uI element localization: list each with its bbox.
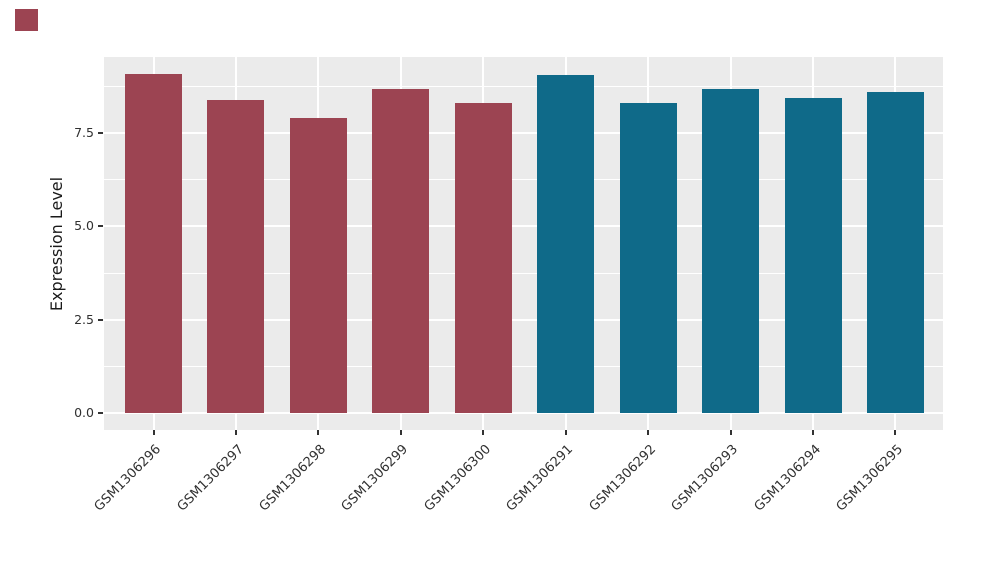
- y-tick-label: 2.5: [74, 311, 94, 327]
- y-tick-label: 7.5: [74, 124, 94, 140]
- x-tick-label: GSM1306294: [751, 442, 824, 515]
- y-tick-mark: [98, 412, 103, 414]
- x-tick-mark: [399, 430, 402, 435]
- x-tick-mark: [812, 430, 815, 435]
- y-tick-mark: [98, 318, 103, 321]
- major-gridline: [104, 412, 943, 414]
- bar-GSM1306299: [372, 89, 430, 413]
- y-tick-label: 0.0: [74, 405, 94, 420]
- bar-GSM1306292: [619, 102, 677, 413]
- x-tick-label: GSM1306291: [503, 442, 577, 515]
- bar-GSM1306300: [454, 102, 512, 413]
- major-gridline: [104, 318, 943, 321]
- bar-GSM1306295: [866, 92, 924, 413]
- minor-gridline: [104, 179, 943, 181]
- x-tick-label: GSM1306293: [668, 442, 742, 515]
- x-tick-mark: [894, 430, 897, 435]
- bar-GSM1306294: [784, 98, 842, 413]
- x-tick-mark: [152, 430, 155, 435]
- bar-GSM1306291: [537, 74, 595, 413]
- x-tick-mark: [317, 430, 320, 435]
- minor-gridline: [104, 85, 943, 87]
- red-marker-square: [15, 9, 38, 31]
- bar-GSM1306293: [702, 89, 760, 413]
- y-tick-mark: [98, 225, 103, 227]
- bar-GSM1306298: [289, 117, 347, 413]
- x-tick-mark: [234, 430, 237, 435]
- y-tick-mark: [98, 131, 103, 134]
- x-tick-label: GSM1306292: [586, 442, 659, 515]
- major-gridline: [104, 131, 943, 134]
- minor-gridline: [104, 272, 943, 274]
- bar-GSM1306296: [125, 74, 182, 413]
- y-tick-label: 5.0: [74, 218, 94, 233]
- minor-gridline: [104, 366, 943, 368]
- x-tick-mark: [647, 430, 650, 435]
- major-gridline: [104, 225, 943, 227]
- x-tick-mark: [564, 430, 567, 435]
- plot-panel: [104, 57, 943, 430]
- x-tick-mark: [729, 430, 732, 435]
- x-tick-label: GSM1306298: [256, 442, 329, 515]
- x-tick-label: GSM1306299: [338, 442, 412, 515]
- x-tick-label: GSM1306295: [833, 442, 907, 515]
- bar-GSM1306297: [207, 99, 265, 413]
- x-tick-mark: [482, 430, 485, 435]
- x-tick-label: GSM1306296: [91, 442, 165, 515]
- x-tick-label: GSM1306297: [174, 442, 247, 515]
- x-tick-label: GSM1306300: [421, 442, 494, 515]
